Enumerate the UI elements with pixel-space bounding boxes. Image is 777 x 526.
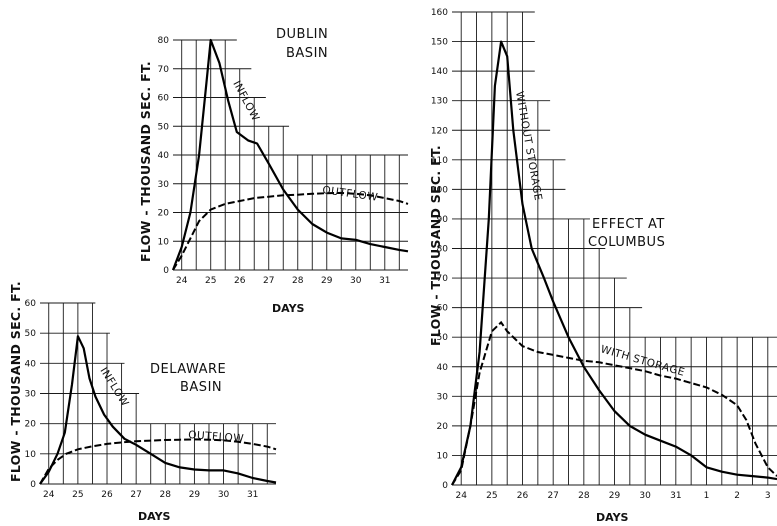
- delaware-x-tick-label: 28: [160, 490, 172, 500]
- delaware-y-axis-label: FLOW - THOUSAND SEC. FT.: [8, 281, 23, 482]
- columbus-series-without-storage: [451, 40, 777, 486]
- delaware-x-tick-label: 26: [101, 490, 113, 500]
- columbus-x-tick-label: 29: [609, 491, 621, 501]
- columbus-y-tick-label: 70: [437, 274, 449, 284]
- columbus-y-tick-label: 160: [431, 8, 448, 18]
- dublin-y-tick-label: 0: [163, 266, 169, 276]
- dublin-x-tick-label: 30: [350, 276, 362, 286]
- columbus-y-axis-label: FLOW - THOUSAND SEC. FT.: [428, 145, 443, 346]
- delaware-x-tick-label: 24: [43, 490, 55, 500]
- columbus-y-tick-label: 120: [431, 126, 448, 136]
- dublin-x-tick-label: 24: [176, 276, 188, 286]
- delaware-x-tick-label: 30: [218, 490, 230, 500]
- dublin-x-tick-label: 25: [205, 276, 216, 286]
- columbus-x-tick-label: 25: [486, 491, 497, 501]
- dublin-inflow-label: INFLOW: [230, 79, 261, 124]
- dublin-x-axis-label: DAYS: [272, 302, 305, 315]
- dublin-y-tick-label: 20: [158, 209, 170, 219]
- dublin-y-tick-label: 30: [158, 180, 170, 190]
- delaware-title-line-1: DELAWARE: [150, 362, 226, 377]
- columbus-y-tick-label: 30: [437, 392, 449, 402]
- dublin-y-tick-label: 80: [158, 36, 170, 46]
- delaware-title-line-2: BASIN: [180, 380, 222, 395]
- delaware-x-tick-label: 27: [130, 490, 141, 500]
- columbus-marks: 0102030405060708090100110120130140150160…: [431, 8, 777, 501]
- delaware-series-inflow: [39, 335, 277, 485]
- dublin-y-tick-label: 50: [158, 122, 170, 132]
- delaware-marks: 0 10 20 30 40 50 60 24 25 26 27 28 29 30 31: [25, 299, 277, 500]
- dublin-y-tick-label: 10: [158, 237, 170, 247]
- delaware-grid: [40, 302, 276, 485]
- columbus-series-with-storage: [451, 320, 777, 486]
- columbus-x-axis-label: DAYS: [596, 511, 629, 524]
- dublin-x-tick-label: 27: [263, 276, 274, 286]
- delaware-x-tick-label: 29: [189, 490, 201, 500]
- columbus-with-storage-label: WITH STORAGE: [599, 343, 686, 379]
- dublin-y-tick-label: 40: [158, 151, 170, 161]
- columbus-x-tick-label: 30: [639, 491, 651, 501]
- delaware-y-tick-label: 40: [25, 359, 37, 369]
- delaware-y-tick-label: 10: [25, 450, 37, 460]
- columbus-y-tick-label: 150: [431, 38, 448, 48]
- columbus-title-line-1: EFFECT AT: [592, 217, 665, 232]
- columbus-y-tick-label: 40: [437, 363, 449, 373]
- columbus-x-tick-label: 3: [765, 491, 771, 501]
- columbus-y-tick-label: 110: [431, 156, 448, 166]
- columbus-x-tick-label: 27: [547, 491, 558, 501]
- columbus-y-tick-label: 20: [437, 422, 449, 432]
- delaware-x-tick-label: 25: [72, 490, 83, 500]
- columbus-y-tick-label: 10: [437, 451, 449, 461]
- dublin-x-tick-label: 28: [292, 276, 304, 286]
- columbus-y-tick-label: 140: [431, 67, 448, 77]
- dublin-marks: 0 10 20 30 40 50 60 70 80 24 25 26 27 28 29 30 31: [158, 36, 409, 286]
- dublin-title-line-1: DUBLIN: [276, 27, 328, 42]
- columbus-x-tick-label: 26: [517, 491, 529, 501]
- dublin-title-line-2: BASIN: [286, 46, 328, 61]
- columbus-y-tick-label: 130: [431, 97, 448, 107]
- columbus-y-tick-label: 50: [437, 333, 449, 343]
- columbus-y-tick-label: 80: [437, 245, 449, 255]
- delaware-inflow-label: INFLOW: [97, 365, 131, 409]
- columbus-y-tick-label: 60: [437, 304, 449, 314]
- columbus-y-tick-label: 0: [442, 481, 448, 491]
- columbus-x-tick-label: 31: [670, 491, 681, 501]
- dublin-x-tick-label: 31: [379, 276, 390, 286]
- columbus-x-tick-label: 2: [734, 491, 740, 501]
- delaware-series-outflow: [39, 438, 277, 485]
- columbus-x-tick-label: 1: [704, 491, 710, 501]
- dublin-x-tick-label: 29: [321, 276, 333, 286]
- chart-delaware-basin: 0 10 20 30 40 50 60 24 25 26 27 28 29 30 31 DELAWARE B…: [8, 281, 277, 523]
- delaware-x-axis-label: DAYS: [138, 510, 171, 523]
- delaware-y-tick-label: 60: [25, 299, 37, 309]
- delaware-y-tick-label: 50: [25, 329, 37, 339]
- dublin-y-tick-label: 70: [158, 65, 170, 75]
- chart-effect-at-columbus: 0102030405060708090100110120130140150160…: [428, 8, 777, 524]
- columbus-x-tick-label: 24: [455, 491, 467, 501]
- delaware-y-tick-label: 0: [30, 480, 36, 490]
- columbus-without-storage-label: WITHOUT STORAGE: [513, 90, 544, 201]
- delaware-y-tick-label: 20: [25, 420, 37, 430]
- columbus-y-tick-label: 100: [431, 185, 448, 195]
- columbus-y-tick-label: 90: [437, 215, 449, 225]
- dublin-series-inflow: [171, 38, 409, 271]
- columbus-grid: [452, 11, 777, 486]
- delaware-x-tick-label: 31: [247, 490, 258, 500]
- delaware-outflow-label: OUTFLOW: [188, 429, 245, 445]
- columbus-title-line-2: COLUMBUS: [588, 235, 665, 250]
- dublin-series-outflow: [172, 191, 409, 271]
- dublin-x-tick-label: 26: [234, 276, 246, 286]
- dublin-grid: [173, 39, 408, 271]
- dublin-y-tick-label: 60: [158, 94, 170, 104]
- dublin-y-axis-label: FLOW - THOUSAND SEC. FT.: [138, 61, 153, 262]
- delaware-y-tick-label: 30: [25, 390, 37, 400]
- chart-dublin-basin: 0 10 20 30 40 50 60 70 80 24 25 26 27 28 29 30 31 DUBLIN…: [138, 27, 409, 315]
- columbus-x-tick-label: 28: [578, 491, 590, 501]
